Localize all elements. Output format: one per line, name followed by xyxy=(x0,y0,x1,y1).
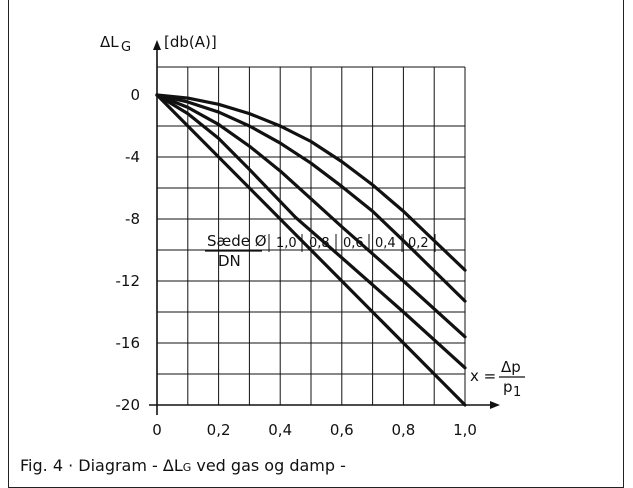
x-tick-label: 0 xyxy=(152,421,162,439)
series-line xyxy=(155,93,467,339)
y-tick-label: 0 xyxy=(130,86,140,104)
series-line xyxy=(155,93,467,407)
y-axis-label-unit: [db(A)] xyxy=(164,33,217,51)
series-label: 0,2 xyxy=(408,236,429,251)
ratio-label-top: Sæde Ø xyxy=(207,232,267,250)
y-axis-label-sub: G xyxy=(121,40,131,55)
x-tick-label: 1,0 xyxy=(453,421,477,439)
y-tick-label: -12 xyxy=(116,272,141,290)
series-line xyxy=(155,93,467,303)
series-label: 0,6 xyxy=(343,236,364,251)
caption-sub: G xyxy=(182,461,192,474)
series-line xyxy=(155,93,467,272)
series-group xyxy=(155,93,467,407)
series-label: 0,8 xyxy=(309,236,330,251)
x-variable-prefix: x = xyxy=(470,367,496,385)
series-line xyxy=(155,93,467,370)
figure-caption: Fig. 4 · Diagram - ΔLG ved gas og damp - xyxy=(20,456,346,475)
ratio-label-bottom: DN xyxy=(218,252,241,270)
x-tick-label: 0,8 xyxy=(391,421,415,439)
y-axis-arrow xyxy=(153,40,161,50)
y-axis-label-prefix: ΔL xyxy=(100,33,119,51)
x-axis-arrow xyxy=(490,401,500,409)
x-variable-denominator: p xyxy=(503,378,513,396)
series-label: 1,0 xyxy=(276,236,297,251)
series-label: 0,4 xyxy=(375,236,396,251)
caption-prefix: Fig. 4 · Diagram - ΔL xyxy=(20,456,183,475)
x-tick-label: 0,4 xyxy=(268,421,292,439)
tick-labels: 0 0,2 0,4 0,6 0,8 1,0 0 -4 -8 -12 -16 -20 xyxy=(116,86,477,439)
figure-frame xyxy=(8,0,624,488)
x-variable-denominator-sub: 1 xyxy=(513,385,521,400)
y-tick-label: -8 xyxy=(125,210,140,228)
series-labels: 1,0 0,8 0,6 0,4 0,2 xyxy=(268,234,436,252)
x-tick-label: 0,2 xyxy=(207,421,231,439)
caption-suffix: ved gas og damp - xyxy=(191,456,346,475)
y-tick-label: -16 xyxy=(116,334,141,352)
axes xyxy=(149,40,500,415)
y-tick-label: -20 xyxy=(116,396,141,414)
x-variable-numerator: Δp xyxy=(501,358,521,376)
y-tick-label: -4 xyxy=(125,148,140,166)
x-tick-label: 0,6 xyxy=(330,421,354,439)
